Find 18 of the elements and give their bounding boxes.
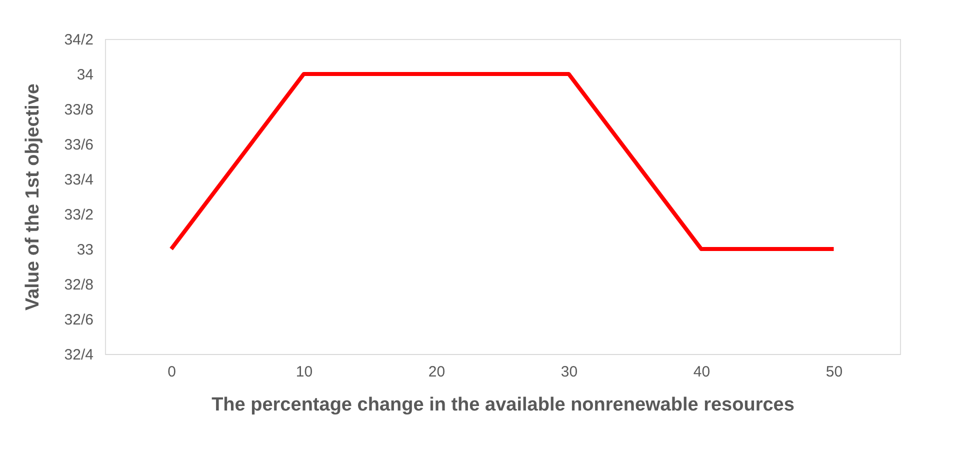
x-tick-label: 0 xyxy=(168,364,176,380)
y-tick-label: 33 xyxy=(76,242,94,258)
y-tick-label: 32/8 xyxy=(64,276,94,294)
x-tick-label: 50 xyxy=(826,364,843,380)
x-tick-label: 10 xyxy=(296,364,313,380)
x-tick-label: 20 xyxy=(428,364,446,380)
y-tick-label: 32/4 xyxy=(64,346,94,364)
y-tick-label: 33/6 xyxy=(64,136,94,154)
y-tick-label: 33/8 xyxy=(64,102,94,118)
x-axis-title: The percentage change in the available nonrenewable resources xyxy=(212,394,794,416)
y-tick-label: 32/6 xyxy=(64,312,94,328)
y-axis-title: Value of the 1st objective xyxy=(22,83,44,311)
y-tick-label: 33/2 xyxy=(64,206,94,224)
y-tick-label: 34/2 xyxy=(64,32,94,48)
x-tick-label: 40 xyxy=(693,364,710,380)
y-tick-label: 34 xyxy=(76,66,94,84)
x-tick-label: 30 xyxy=(560,364,578,380)
y-tick-label: 33/4 xyxy=(64,172,94,188)
